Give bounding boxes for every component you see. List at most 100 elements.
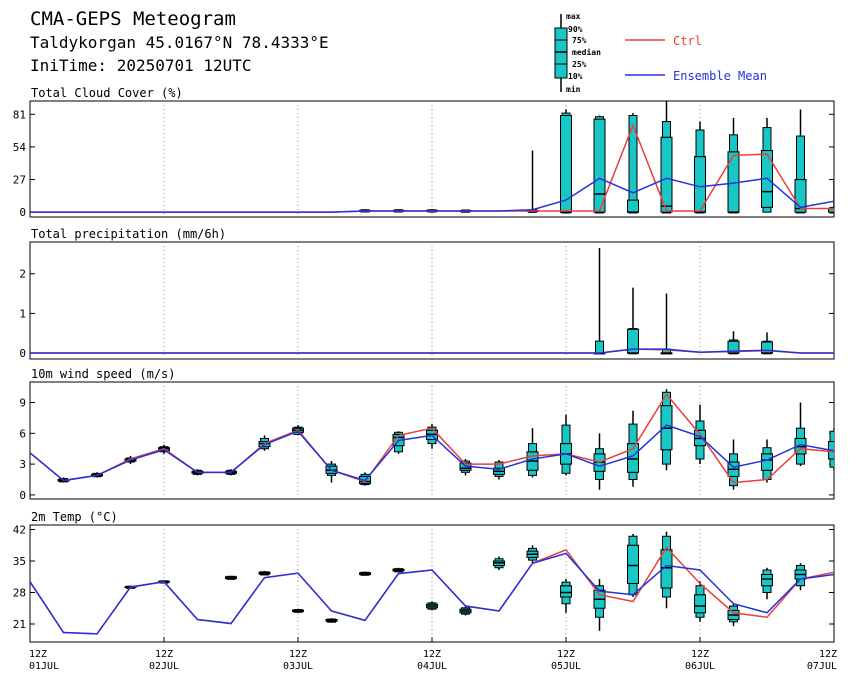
ctrl-line	[30, 546, 834, 635]
box-66	[392, 567, 405, 573]
box-90	[526, 150, 539, 213]
box-part	[560, 585, 572, 598]
box-138	[794, 402, 807, 467]
legend-p25: 25%	[572, 60, 587, 69]
panel-title: 2m Temp (°C)	[31, 510, 118, 524]
y-tick-label: 42	[13, 524, 26, 537]
x-tick-label-hour: 12Z	[29, 649, 47, 660]
box-part	[729, 453, 738, 463]
y-tick-label: 28	[13, 587, 26, 600]
y-tick-label: 0	[19, 347, 26, 360]
box-part	[595, 116, 604, 120]
box-132	[761, 567, 773, 600]
box-part	[293, 426, 303, 429]
x-tick-label-hour: 12Z	[557, 649, 575, 660]
box-part	[695, 420, 705, 431]
panel-title: 10m wind speed (m/s)	[31, 367, 176, 381]
box-part	[628, 471, 638, 481]
box-96	[560, 579, 572, 613]
ctrl-line	[30, 123, 834, 213]
panel-title: Total Cloud Cover (%)	[31, 86, 183, 100]
legend-p90: 90%	[568, 25, 583, 34]
x-tick-label-date: 01JUL	[29, 661, 59, 672]
box-part	[829, 458, 834, 468]
box-part	[595, 607, 604, 618]
box-part	[662, 535, 671, 551]
box-part	[694, 594, 706, 614]
box-72	[426, 601, 438, 611]
box-108	[627, 113, 639, 214]
box-part	[494, 558, 504, 562]
box-part	[595, 470, 604, 480]
box-part	[662, 587, 671, 598]
box-78	[459, 606, 472, 616]
box-part	[695, 612, 705, 618]
y-tick-label: 54	[13, 141, 27, 154]
box-part	[528, 469, 537, 476]
box-part	[729, 134, 738, 153]
box-part	[796, 135, 805, 181]
box-108	[627, 287, 639, 355]
x-tick-label-hour: 12Z	[691, 649, 709, 660]
y-tick-label: 81	[13, 108, 26, 121]
box-part	[595, 448, 604, 455]
box-part	[528, 547, 537, 552]
panel-0: Total Cloud Cover (%) 0 27 54 81	[13, 86, 835, 219]
box-part	[193, 469, 202, 472]
box-part	[762, 585, 772, 593]
box-part	[662, 449, 671, 465]
box-part	[761, 574, 773, 587]
line-legend: Ctrl Ensemble Mean	[625, 34, 767, 83]
box-84	[493, 556, 505, 570]
x-tick-label-date: 04JUL	[417, 661, 447, 672]
box-part	[729, 339, 738, 342]
box-part	[628, 327, 638, 330]
box-part	[561, 463, 571, 474]
box-part	[796, 453, 805, 465]
box-part	[762, 447, 772, 455]
box-part	[595, 340, 604, 354]
box-part	[159, 446, 169, 449]
mean-line	[30, 177, 834, 213]
box-part	[762, 127, 772, 152]
box-part	[427, 602, 437, 605]
box-part	[461, 607, 470, 610]
y-tick-label: 0	[19, 206, 26, 219]
box-part	[761, 453, 773, 471]
box-132	[761, 439, 773, 483]
legend-max: max	[566, 12, 581, 21]
box-part	[762, 569, 772, 575]
x-tick-label-hour: 12Z	[289, 649, 307, 660]
box-126	[727, 603, 740, 627]
y-tick-label: 3	[19, 458, 26, 471]
x-tick-label-hour: 12Z	[819, 649, 837, 660]
x-tick-label-hour: 12Z	[155, 649, 173, 660]
box-138	[794, 563, 807, 591]
y-tick-label: 21	[13, 618, 26, 631]
x-tick-label-date: 07JUL	[807, 661, 837, 672]
box-42	[258, 570, 271, 576]
box-part	[627, 544, 639, 584]
box-part	[796, 427, 805, 439]
box-part	[561, 424, 571, 445]
legend-ctrl: Ctrl	[673, 34, 702, 48]
init-time-label: IniTime: 20250701 12UTC	[30, 56, 252, 75]
legend-p10: 10%	[568, 72, 583, 81]
box-part	[695, 129, 705, 158]
box-part	[828, 208, 834, 213]
box-48	[292, 608, 304, 613]
box-part	[394, 431, 403, 435]
panel-3: 2m Temp (°C) 21 28 35 42	[13, 510, 835, 643]
panel-frame	[29, 100, 835, 218]
mean-line	[30, 552, 834, 635]
box-120	[694, 121, 706, 214]
box-part	[627, 199, 639, 213]
box-part	[695, 585, 705, 596]
box-60	[359, 571, 371, 576]
box-108	[627, 534, 639, 597]
x-tick-label-date: 06JUL	[685, 661, 715, 672]
box-part	[628, 535, 638, 546]
box-part	[427, 438, 437, 445]
panel-title: Total precipitation (mm/6h)	[31, 227, 226, 241]
